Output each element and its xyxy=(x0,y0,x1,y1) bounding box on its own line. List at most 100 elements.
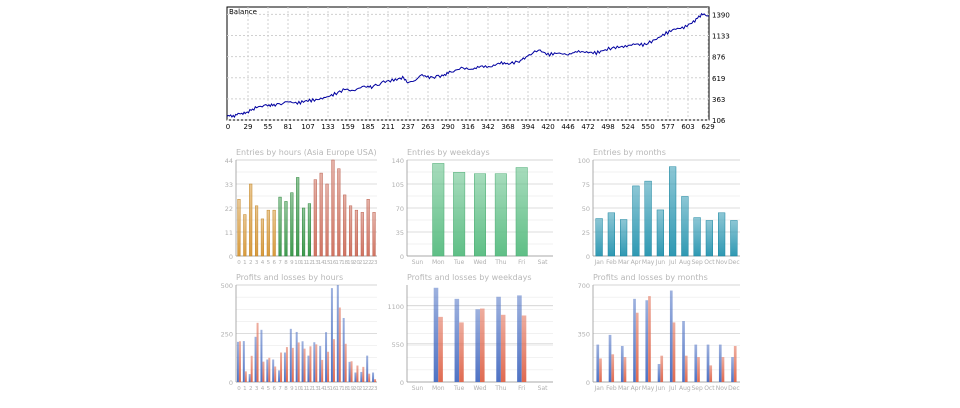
pl-weekdays-chart: Profits and losses by weekdays 0 550 1100 Su… xyxy=(387,273,553,392)
balance-x-tick: 629 xyxy=(701,123,714,131)
pl-hours-x-tick: 19 xyxy=(347,386,354,392)
entries-months-x-tick: Jun xyxy=(655,259,666,266)
pl-hours-bar xyxy=(260,329,263,382)
balance-x-tick: 81 xyxy=(284,123,293,131)
pl-months-bar xyxy=(633,298,636,382)
pl-hours-y-tick: 500 xyxy=(221,282,233,290)
pl-hours-bar xyxy=(295,331,298,382)
entries-hours-bar xyxy=(254,205,259,257)
entries-hours-bar xyxy=(278,196,282,257)
pl-weekdays-title: Profits and losses by weekdays xyxy=(407,273,532,282)
balance-x-tick: 55 xyxy=(264,123,273,131)
entries-months-x-tick: Jul xyxy=(668,259,677,266)
pl-hours-bar xyxy=(307,355,310,382)
pl-months-bar xyxy=(733,345,737,382)
pl-hours-bar xyxy=(289,328,292,382)
entries-months-bar xyxy=(693,217,701,257)
pl-hours-x-tick: 14 xyxy=(318,386,325,392)
balance-chart: 0 29 55 81 107 133 159 185 211 237 263 290 316 342 368… xyxy=(226,6,730,131)
balance-x-tick: 394 xyxy=(521,123,535,131)
entries-hours-y-tick: 44 xyxy=(225,157,233,165)
pl-weekdays-bar xyxy=(459,322,464,382)
entries-hours-bar xyxy=(301,207,306,257)
entries-weekdays-x-tick: Sat xyxy=(538,259,548,266)
balance-x-tick: 133 xyxy=(321,123,334,131)
pl-months-y-tick: 700 xyxy=(578,282,590,290)
entries-months-x-tick: Sep xyxy=(691,259,703,266)
pl-months-bar xyxy=(608,334,612,382)
pl-hours-bar xyxy=(336,285,339,382)
pl-months-x-tick: Jun xyxy=(655,385,666,392)
entries-weekdays-title: Entries by weekdays xyxy=(407,148,490,157)
entries-weekdays-bar xyxy=(432,163,445,257)
entries-hours-x-tick: 4 xyxy=(261,260,265,266)
entries-hours-bar xyxy=(343,194,347,257)
entries-months-y-tick: 25 xyxy=(582,229,590,237)
entries-hours-x-tick: 15 xyxy=(324,260,331,266)
pl-weekdays-bar xyxy=(475,309,480,382)
pl-hours-x-tick: 2 xyxy=(249,386,253,392)
pl-weekdays-bar xyxy=(454,298,460,382)
pl-hours-x-tick: 0 xyxy=(237,386,241,392)
pl-hours-bar xyxy=(238,341,241,382)
pl-hours-bar xyxy=(374,379,377,382)
entries-weekdays-x-tick: Wed xyxy=(473,259,486,266)
entries-hours-x-tick: 9 xyxy=(290,260,294,266)
entries-weekdays-y-tick: 70 xyxy=(396,205,404,213)
balance-y-tick: 363 xyxy=(712,96,725,104)
entries-hours-bar xyxy=(272,209,276,257)
pl-weekdays-x-tick: Sun xyxy=(412,385,424,392)
entries-months-y-tick: 50 xyxy=(582,205,590,213)
entries-hours-y-tick: 0 xyxy=(229,253,233,261)
pl-hours-x-tick: 12 xyxy=(306,386,313,392)
entries-months-title: Entries by months xyxy=(593,148,666,157)
entries-hours-bar xyxy=(331,159,335,257)
pl-hours-x-tick: 8 xyxy=(284,386,288,392)
entries-hours-bar xyxy=(307,203,312,257)
balance-x-tick: 29 xyxy=(244,123,253,131)
balance-y-tick: 1133 xyxy=(712,33,730,41)
entries-hours-bar xyxy=(243,214,247,257)
entries-weekdays-chart: Entries by weekdays 0 35 70 105 140 Sun Mon Tue W… xyxy=(392,148,553,266)
entries-weekdays-x-tick: Mon xyxy=(432,259,445,266)
entries-months-x-tick: Mar xyxy=(618,259,630,266)
pl-hours-x-tick: 1 xyxy=(243,386,247,392)
entries-weekdays-x-tick: Fri xyxy=(518,259,525,266)
pl-months-chart: Profits and losses by months 0 350 700 Jan Fe… xyxy=(578,273,740,392)
pl-hours-bar xyxy=(350,361,353,382)
entries-hours-x-tick: 14 xyxy=(318,260,325,266)
entries-hours-bar xyxy=(249,183,253,257)
pl-hours-bar xyxy=(354,372,357,382)
balance-x-tick: 603 xyxy=(681,123,694,131)
entries-months-bar xyxy=(607,212,615,257)
entries-hours-bar xyxy=(290,192,294,257)
pl-weekdays-x-tick: Fri xyxy=(518,385,525,392)
pl-hours-title: Profits and losses by hours xyxy=(236,273,343,282)
pl-hours-x-tick: 16 xyxy=(329,386,336,392)
entries-hours-bar xyxy=(313,179,317,257)
balance-x-tick: 524 xyxy=(621,123,635,131)
pl-weekdays-y-tick: 550 xyxy=(392,341,404,349)
entries-hours-x-tick: 0 xyxy=(237,260,241,266)
entries-hours-x-tick: 3 xyxy=(255,260,259,266)
pl-hours-y-tick: 0 xyxy=(229,379,233,387)
pl-hours-bar xyxy=(242,341,245,382)
pl-months-x-tick: Mar xyxy=(618,385,630,392)
pl-months-x-tick: Jan xyxy=(594,385,604,392)
pl-months-bar xyxy=(731,357,734,382)
balance-x-tick: 290 xyxy=(441,123,454,131)
pl-hours-bar xyxy=(256,322,259,382)
entries-hours-x-tick: 21 xyxy=(359,260,366,266)
pl-months-bar xyxy=(682,321,685,382)
pl-months-bar xyxy=(645,300,649,382)
entries-hours-y-tick: 33 xyxy=(225,181,233,189)
entries-hours-x-tick: 17 xyxy=(335,260,342,266)
pl-hours-bar xyxy=(309,346,312,382)
pl-hours-x-tick: 18 xyxy=(341,386,348,392)
pl-hours-x-tick: 23 xyxy=(371,386,378,392)
entries-hours-bar xyxy=(325,183,329,257)
pl-hours-bar xyxy=(330,288,333,382)
pl-months-x-tick: Nov xyxy=(716,385,728,392)
